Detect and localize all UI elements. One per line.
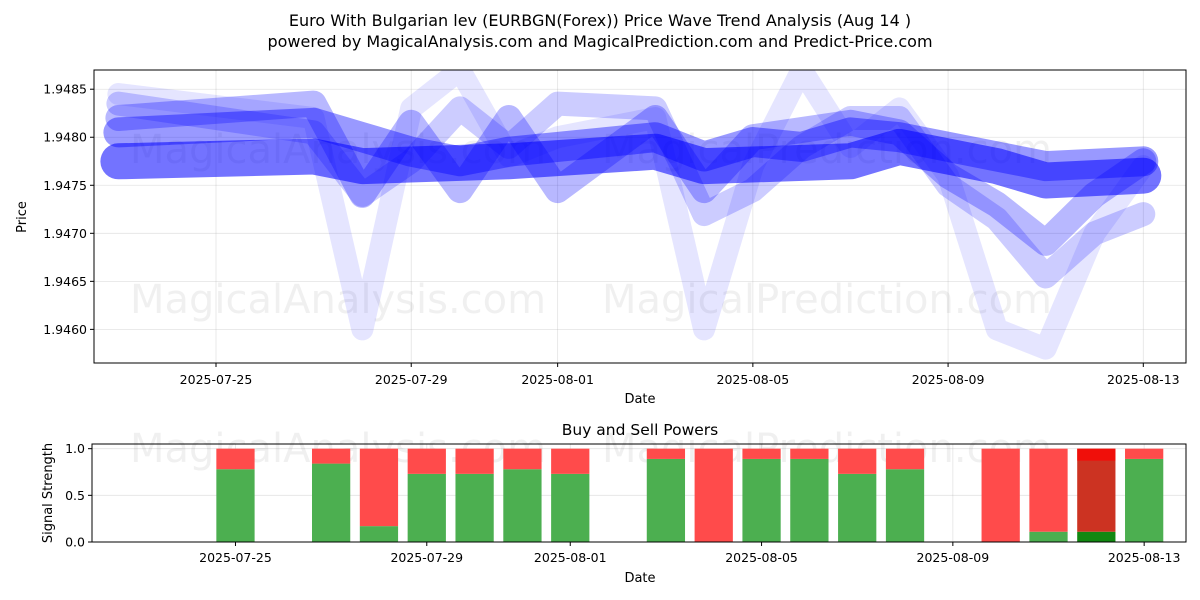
power-bars [216,448,1164,542]
buy-power-bar [790,458,829,542]
sell-power-bar [1077,448,1116,532]
sell-power-bar [742,448,781,459]
buy-power-bar [551,473,590,542]
buy-power-bar [455,473,494,542]
buy-power-bar [1077,531,1116,542]
price-chart-x-ticks: 2025-07-25 2025-07-29 2025-08-01 2025-08-05… [180,363,1180,387]
wave-series-line [106,91,1156,289]
power-chart-y-label: Signal Strength [41,443,56,543]
power-x-tick-label: 2025-07-29 [390,550,463,565]
price-chart-y-ticks: 1.9460 1.9465 1.9470 1.9475 1.9480 1.9485 [43,82,94,337]
power-chart-x-label: Date [624,571,655,586]
power-chart-title: Buy and Sell Powers [562,421,719,439]
power-chart-frame [91,443,1187,543]
power-y-tick-label: 0.0 [65,535,85,550]
sell-power-bar [694,448,733,542]
buy-power-bar [1029,531,1068,542]
buy-power-bar [838,473,877,542]
wave-series-line [105,90,1157,256]
sell-power-bar [455,448,494,474]
sell-power-bar [885,448,925,470]
buy-power-bar [885,469,925,542]
price-y-tick-label: 1.9475 [43,178,87,193]
price-x-tick-label: 2025-08-01 [521,372,594,387]
buy-power-bar [216,469,255,542]
sell-power-bar [359,448,399,527]
sell-power-bar-highlight [1077,448,1116,461]
price-wave-series [100,70,1162,360]
price-x-tick-label: 2025-07-29 [375,372,448,387]
power-y-tick-label: 0.5 [65,488,85,503]
power-x-tick-label: 2025-08-13 [1108,550,1181,565]
sell-power-bar [407,448,446,474]
watermark-analysis-lower: MagicalAnalysis.com [130,277,546,323]
power-y-tick-label: 1.0 [65,441,85,456]
power-x-tick-label: 2025-08-09 [917,550,990,565]
wave-series-line [107,70,1155,360]
watermark-prediction-lower: MagicalPrediction.com [602,277,1052,323]
price-y-tick-label: 1.9465 [43,274,87,289]
buy-power-bar [311,463,351,542]
sell-power-bar [311,448,351,464]
price-x-tick-label: 2025-08-09 [912,372,985,387]
wave-series-line [103,107,1159,182]
figure-title-line-1: Euro With Bulgarian lev (EURBGN(Forex)) … [289,11,911,30]
price-wave-chart: MagicalAnalysis.com MagicalPrediction.co… [15,69,1187,407]
price-chart-frame [93,69,1187,364]
sell-power-bar [838,448,877,474]
sell-power-bar [216,448,255,470]
sell-power-bar [503,448,542,470]
price-x-tick-label: 2025-07-25 [180,372,253,387]
figure-title-line-2: powered by MagicalAnalysis.com and Magic… [267,32,932,51]
buy-power-bar [742,458,781,542]
power-chart-x-ticks: 2025-07-25 2025-07-29 2025-08-01 2025-08-05… [199,542,1180,565]
power-x-tick-label: 2025-08-05 [725,550,798,565]
power-chart-y-ticks: 0.0 0.5 1.0 [65,441,92,550]
price-y-tick-label: 1.9485 [43,82,87,97]
buy-sell-power-chart: Buy and Sell Powers MagicalAnalysis.com … [41,421,1187,586]
price-x-tick-label: 2025-08-05 [717,372,790,387]
buy-power-bar [359,526,399,542]
price-x-tick-label: 2025-08-13 [1107,372,1180,387]
buy-power-bar [646,458,686,542]
price-y-tick-label: 1.9460 [43,322,87,337]
sell-power-bar [551,448,590,474]
sell-power-bar [646,448,686,459]
sell-power-bar [1029,448,1068,532]
sell-power-bar [1125,448,1164,459]
price-y-tick-label: 1.9470 [43,226,87,241]
price-chart-x-label: Date [624,392,655,407]
buy-power-bar [503,469,542,542]
sell-power-bar [981,448,1020,542]
power-x-tick-label: 2025-07-25 [199,550,272,565]
price-chart-y-label: Price [15,201,30,233]
wave-series-line [100,128,1162,199]
power-x-tick-label: 2025-08-01 [534,550,607,565]
sell-power-bar [790,448,829,459]
price-y-tick-label: 1.9480 [43,130,87,145]
buy-power-bar [1125,458,1164,542]
buy-power-bar [407,473,446,542]
